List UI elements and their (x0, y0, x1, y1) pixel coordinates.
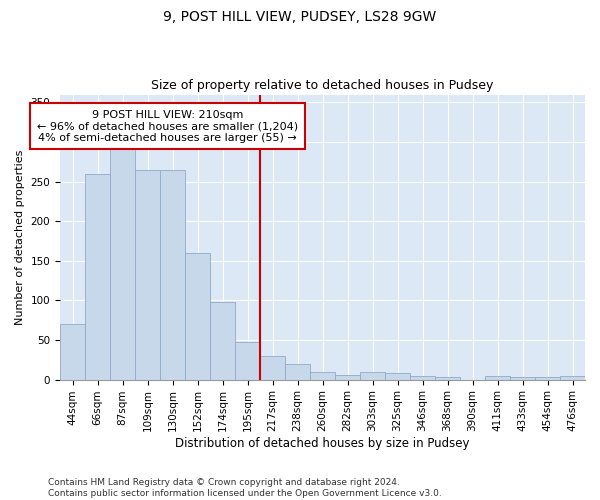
Bar (85, 174, 110, 380)
X-axis label: Distribution of detached houses by size in Pudsey: Distribution of detached houses by size … (175, 437, 470, 450)
Bar (60, 324, 85, 380)
Bar (410, 376, 435, 380)
Bar (560, 376, 585, 380)
Title: Size of property relative to detached houses in Pudsey: Size of property relative to detached ho… (151, 79, 494, 92)
Bar (185, 253, 210, 380)
Bar (135, 170, 160, 380)
Bar (235, 342, 260, 380)
Text: 9, POST HILL VIEW, PUDSEY, LS28 9GW: 9, POST HILL VIEW, PUDSEY, LS28 9GW (163, 10, 437, 24)
Bar (210, 302, 235, 380)
Bar (110, 146, 135, 380)
Bar (260, 356, 285, 380)
Text: Contains HM Land Registry data © Crown copyright and database right 2024.
Contai: Contains HM Land Registry data © Crown c… (48, 478, 442, 498)
Bar (485, 376, 510, 380)
Y-axis label: Number of detached properties: Number of detached properties (15, 150, 25, 325)
Text: 9 POST HILL VIEW: 210sqm
← 96% of detached houses are smaller (1,204)
4% of semi: 9 POST HILL VIEW: 210sqm ← 96% of detach… (37, 110, 298, 143)
Bar (360, 372, 385, 380)
Bar (335, 375, 360, 380)
Bar (310, 372, 335, 380)
Bar (535, 377, 560, 380)
Bar (160, 170, 185, 380)
Bar (285, 364, 310, 380)
Bar (385, 374, 410, 380)
Bar (510, 377, 535, 380)
Bar (435, 377, 460, 380)
